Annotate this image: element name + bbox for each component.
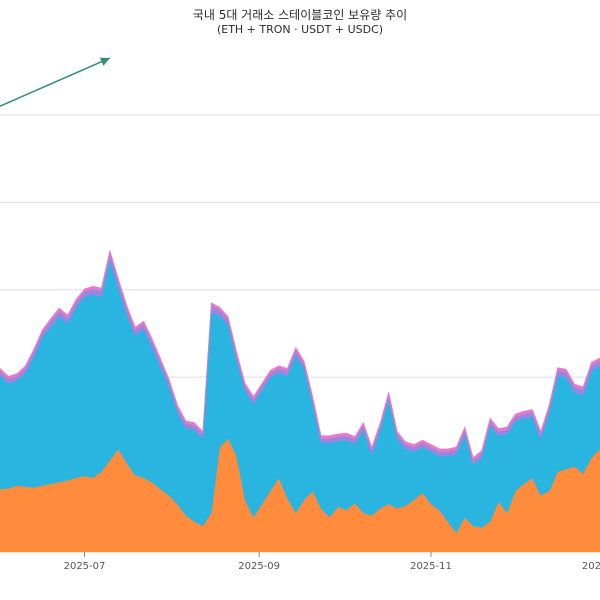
area-series-3 bbox=[0, 249, 600, 461]
area-layer bbox=[0, 249, 600, 553]
x-tick-label-3: 2026-01 bbox=[582, 561, 600, 572]
annotation-arrow bbox=[0, 57, 111, 107]
x-axis: 2025-07 2025-09 2025-11 2026-01 bbox=[64, 552, 600, 572]
x-tick-label-0: 2025-07 bbox=[64, 561, 106, 572]
chart-title: 국내 5대 거래소 스테이블코인 보유량 추이 bbox=[192, 8, 408, 22]
x-tick-label-1: 2025-09 bbox=[238, 561, 280, 572]
x-tick-label-2: 2025-11 bbox=[410, 561, 452, 572]
annotation-layer bbox=[0, 57, 111, 107]
chart-subtitle: (ETH + TRON · USDT + USDC) bbox=[216, 23, 384, 36]
